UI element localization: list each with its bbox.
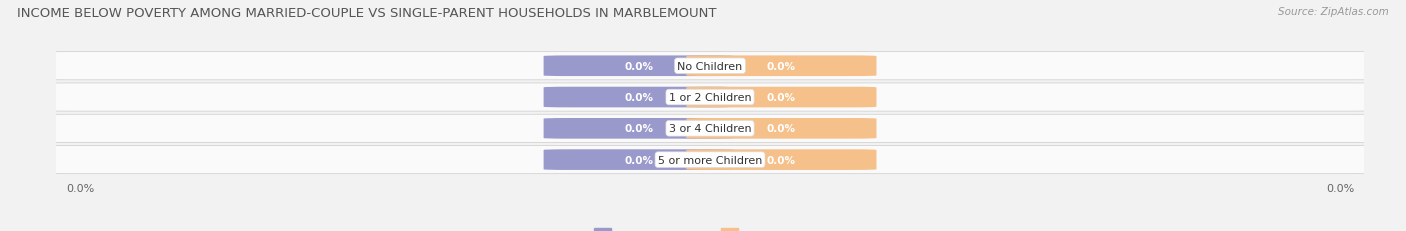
- Text: INCOME BELOW POVERTY AMONG MARRIED-COUPLE VS SINGLE-PARENT HOUSEHOLDS IN MARBLEM: INCOME BELOW POVERTY AMONG MARRIED-COUPL…: [17, 7, 717, 20]
- Text: 0.0%: 0.0%: [624, 155, 654, 165]
- Text: 0.0%: 0.0%: [766, 93, 796, 103]
- Text: 0.0%: 0.0%: [624, 93, 654, 103]
- Legend: Married Couples, Single Parents: Married Couples, Single Parents: [589, 224, 831, 231]
- Text: 0.0%: 0.0%: [766, 124, 796, 134]
- FancyBboxPatch shape: [21, 115, 1399, 143]
- FancyBboxPatch shape: [21, 52, 1399, 80]
- Text: 0.0%: 0.0%: [766, 155, 796, 165]
- Text: 5 or more Children: 5 or more Children: [658, 155, 762, 165]
- FancyBboxPatch shape: [686, 56, 876, 77]
- FancyBboxPatch shape: [544, 150, 734, 170]
- Text: No Children: No Children: [678, 61, 742, 71]
- Text: 0.0%: 0.0%: [624, 124, 654, 134]
- FancyBboxPatch shape: [686, 119, 876, 139]
- FancyBboxPatch shape: [686, 87, 876, 108]
- Text: 0.0%: 0.0%: [624, 61, 654, 71]
- Text: 0.0%: 0.0%: [766, 61, 796, 71]
- Text: Source: ZipAtlas.com: Source: ZipAtlas.com: [1278, 7, 1389, 17]
- FancyBboxPatch shape: [21, 84, 1399, 112]
- Text: 3 or 4 Children: 3 or 4 Children: [669, 124, 751, 134]
- FancyBboxPatch shape: [544, 56, 734, 77]
- FancyBboxPatch shape: [686, 150, 876, 170]
- FancyBboxPatch shape: [544, 87, 734, 108]
- FancyBboxPatch shape: [21, 146, 1399, 174]
- FancyBboxPatch shape: [544, 119, 734, 139]
- Text: 1 or 2 Children: 1 or 2 Children: [669, 93, 751, 103]
